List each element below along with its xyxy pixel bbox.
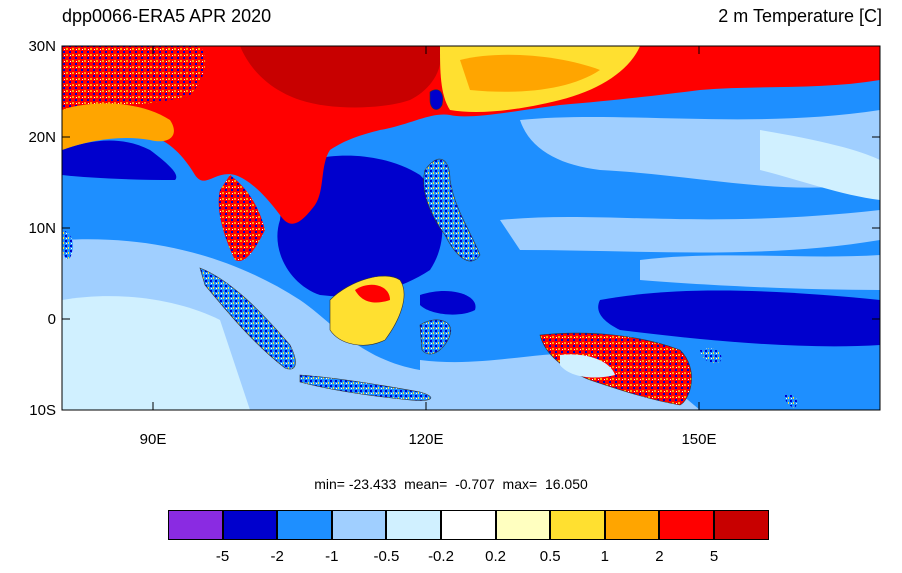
islands-philippines [423,158,481,262]
legend-swatch [386,510,441,540]
island-sumatra [199,267,296,370]
island-solomon [784,394,797,408]
hot-spot-borneo [355,284,390,303]
deep-region-celebes-sea [420,290,476,315]
light-band-equatorial-north [500,210,880,253]
legend-swatch [604,510,660,540]
pale-region-north-pacific [760,130,880,200]
legend-label: -0.2 [428,548,454,565]
warm-region-east-china-sea [460,54,600,92]
island-sri-lanka [62,230,73,259]
legend-label: -5 [215,548,230,565]
warm-region-india [62,103,174,150]
island-taiwan [429,89,443,110]
legend-label: -0.5 [373,548,400,565]
legend-label: 2 [655,548,664,565]
lat-label-10n: 10N [28,220,56,237]
noisy-region-himalaya [62,46,206,110]
lon-label-120e: 120E [408,431,443,448]
legend-label: 1 [600,548,609,565]
legend-swatch [495,510,551,540]
summary-stats: min= -23.433 mean= -0.707 max= 16.050 [314,476,588,492]
variable-title: 2 m Temperature [C] [718,6,882,26]
pale-region-new-guinea-south [560,354,615,378]
noisy-region-malay-peninsula [218,175,265,261]
lat-label-20n: 20N [28,129,56,146]
axis-ticks [62,45,880,411]
legend-label: 5 [709,548,719,565]
island-sulawesi [419,319,452,355]
legend-swatch [714,510,769,540]
legend-swatch [222,510,278,540]
legend-swatch [441,510,496,540]
legend-label: 0.2 [485,548,507,565]
legend-swatch [550,510,605,540]
legend-swatch [659,510,714,540]
legend-swatch [331,510,387,540]
deep-region-bay-of-bengal [62,140,177,180]
island-new-britain [700,348,722,363]
pale-region-south-indian [62,296,250,410]
lon-label-150e: 150E [681,431,716,448]
light-band-equatorial [640,255,880,290]
lon-label-90e: 90E [140,431,167,448]
legend-swatch [168,510,223,540]
hot-region-mainland-asia [62,46,880,224]
dark-hot-region-china [240,46,441,108]
lat-label-30n: 30N [28,38,56,55]
deep-region-equatorial-pacific [598,290,880,347]
map-title: dpp0066-ERA5 APR 2020 [62,6,272,26]
lat-label-0: 0 [48,311,56,328]
island-java [299,374,432,401]
legend-label: -1 [325,548,339,565]
legend-swatch [277,510,332,540]
legend-label: -2 [270,548,284,565]
lat-label-10s: 10S [29,402,56,419]
legend-label: 0.5 [539,548,561,565]
